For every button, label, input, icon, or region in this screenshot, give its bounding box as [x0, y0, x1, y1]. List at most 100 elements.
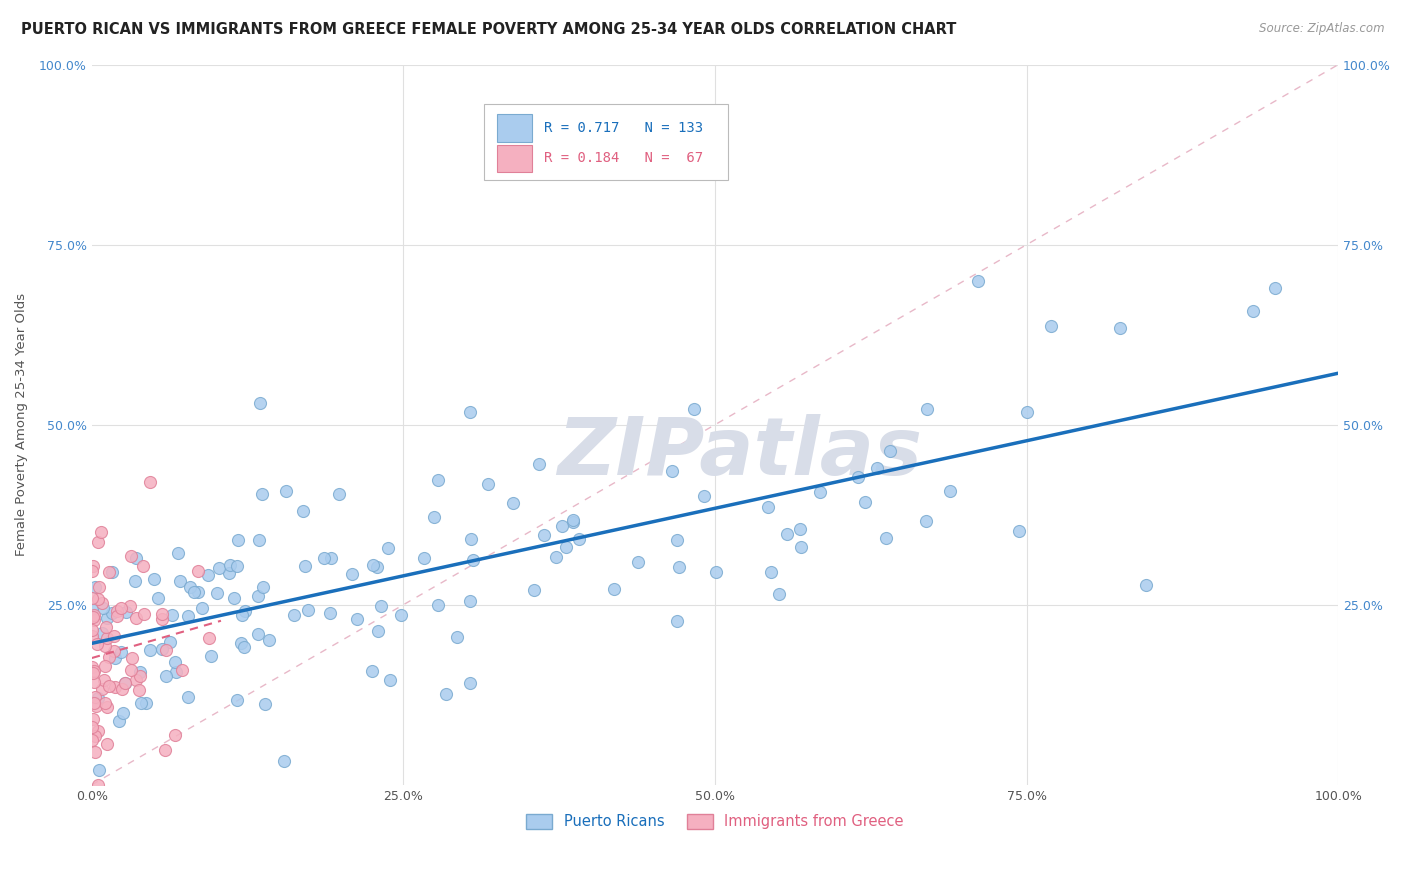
Point [120, 599, 142, 613]
Point [91, 596, 114, 610]
Point [561, 513, 583, 527]
Point [460, 594, 482, 608]
Point [458, 405, 481, 419]
Point [87, 691, 110, 706]
Point [219, 558, 242, 573]
Point [412, 550, 434, 565]
Point [561, 515, 583, 529]
Point [446, 630, 468, 644]
Point [101, 607, 124, 621]
Point [463, 553, 485, 567]
Point [82, 602, 104, 616]
Point [683, 401, 706, 416]
Point [155, 669, 177, 683]
Point [96, 699, 118, 714]
Point [93, 673, 115, 688]
Point [544, 549, 567, 564]
Point [790, 540, 813, 554]
Point [83, 614, 105, 628]
Point [134, 607, 156, 622]
Point [247, 533, 270, 547]
Point [273, 754, 295, 768]
Point [776, 527, 799, 541]
Point [533, 528, 555, 542]
Text: ZIPatlas: ZIPatlas [558, 415, 922, 492]
Point [110, 600, 132, 615]
Point [96, 737, 118, 751]
Point [226, 693, 249, 707]
Point [346, 612, 368, 626]
Point [124, 551, 146, 566]
Point [218, 566, 240, 580]
Point [254, 697, 277, 711]
Text: PUERTO RICAN VS IMMIGRANTS FROM GREECE FEMALE POVERTY AMONG 25-34 YEAR OLDS CORR: PUERTO RICAN VS IMMIGRANTS FROM GREECE F… [21, 22, 956, 37]
Point [103, 651, 125, 665]
Point [389, 608, 412, 623]
Point [205, 585, 228, 599]
Point [879, 444, 901, 458]
Point [94, 639, 117, 653]
Point [163, 655, 186, 669]
Point [1241, 304, 1264, 318]
Point [249, 396, 271, 410]
Point [143, 572, 166, 586]
Point [252, 580, 274, 594]
Point [179, 580, 201, 594]
Point [380, 673, 402, 687]
Point [96, 610, 118, 624]
Point [172, 663, 194, 677]
Point [96, 631, 118, 645]
Point [328, 487, 350, 501]
Point [159, 635, 181, 649]
Point [111, 706, 134, 720]
Point [153, 743, 176, 757]
Text: R = 0.717   N = 133: R = 0.717 N = 133 [544, 121, 703, 135]
Point [91, 600, 114, 615]
Point [627, 555, 650, 569]
FancyBboxPatch shape [496, 145, 531, 172]
Point [426, 598, 449, 612]
Point [166, 546, 188, 560]
Point [257, 633, 280, 648]
Point [139, 642, 162, 657]
Point [529, 458, 551, 472]
Point [91, 626, 114, 640]
Point [114, 676, 136, 690]
Point [124, 611, 146, 625]
Point [103, 629, 125, 643]
Point [124, 574, 146, 589]
Point [177, 690, 200, 705]
Point [551, 518, 574, 533]
Point [86, 637, 108, 651]
Point [83, 729, 105, 743]
Point [1008, 524, 1031, 538]
Point [603, 582, 626, 597]
Point [82, 610, 104, 624]
Point [423, 510, 446, 524]
Point [120, 663, 142, 677]
Point [183, 585, 205, 599]
Point [80, 564, 103, 578]
Point [1108, 320, 1130, 334]
Point [83, 745, 105, 759]
Point [80, 732, 103, 747]
Point [693, 489, 716, 503]
Point [108, 714, 131, 728]
Point [83, 690, 105, 705]
Point [292, 504, 315, 518]
Point [915, 401, 938, 416]
Point [768, 587, 790, 601]
Point [103, 644, 125, 658]
Point [294, 559, 316, 574]
Point [477, 477, 499, 491]
Point [342, 566, 364, 581]
Point [187, 584, 209, 599]
Text: Source: ZipAtlas.com: Source: ZipAtlas.com [1260, 22, 1385, 36]
Point [94, 696, 117, 710]
Point [523, 582, 546, 597]
Point [82, 665, 104, 680]
Point [568, 532, 591, 546]
Point [756, 500, 779, 514]
Point [187, 564, 209, 578]
Point [94, 659, 117, 673]
